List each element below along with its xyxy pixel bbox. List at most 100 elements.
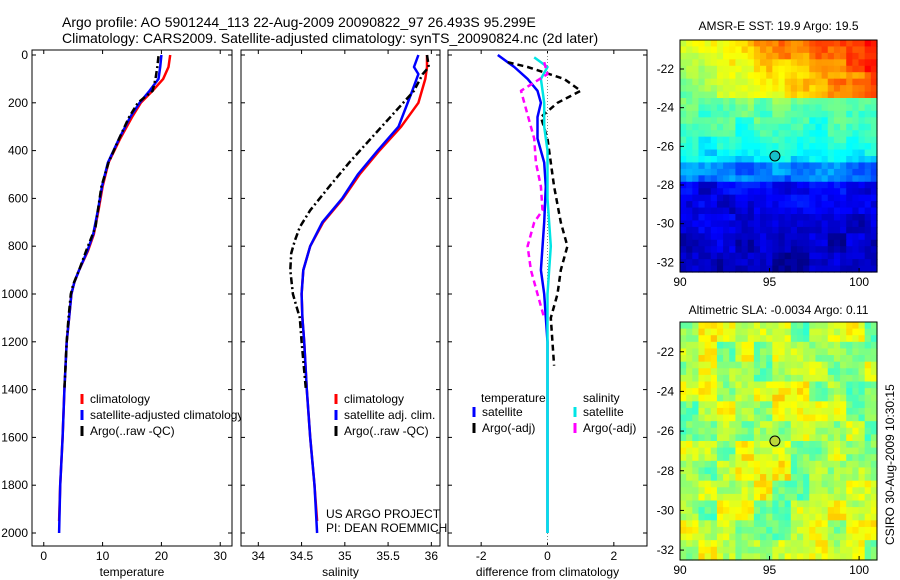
sla_map-cell xyxy=(864,447,872,455)
sst_map-cell xyxy=(846,143,853,151)
sst_map-cell xyxy=(821,91,829,99)
sla_map-cell xyxy=(852,394,860,402)
sla_map-cell xyxy=(686,520,693,528)
sst_map-cell xyxy=(864,40,872,48)
sla_map-cell xyxy=(698,454,706,462)
sst_map-cell xyxy=(852,85,860,93)
sla_map-cell xyxy=(760,328,767,336)
sla_map-cell xyxy=(784,361,792,369)
sst_map-cell xyxy=(821,40,829,48)
sst_map-cell xyxy=(686,59,693,67)
sla_map-cell xyxy=(852,348,860,356)
sla_map-cell xyxy=(846,374,853,383)
sla_map-cell xyxy=(852,322,860,330)
sla_map-cell xyxy=(680,394,687,402)
sst_map-cell xyxy=(784,52,792,60)
sla_map-cell xyxy=(723,322,730,330)
sst_map-cell xyxy=(710,98,718,106)
sst_map-cell xyxy=(692,156,700,164)
sla_map-cell xyxy=(870,467,878,475)
sst_map-cell xyxy=(846,59,853,67)
sla_map-cell xyxy=(796,348,804,356)
sla_map-cell xyxy=(729,500,737,508)
sst_map-cell xyxy=(833,233,841,241)
sst_map-cell xyxy=(803,156,810,164)
sla_map-cell xyxy=(729,480,737,488)
sla_map-cell xyxy=(753,394,761,402)
sla_map-cell xyxy=(790,513,798,521)
sla_map-cell xyxy=(858,322,866,330)
sst_map-cell xyxy=(833,65,841,73)
sst_map-cell xyxy=(796,201,804,209)
sst_map-cell xyxy=(784,175,792,183)
sst_map-cell xyxy=(870,110,878,118)
sst_map-cell xyxy=(747,104,755,112)
sst_map-cell xyxy=(833,252,841,260)
sla_map-cell xyxy=(796,335,804,343)
sla_map-cell xyxy=(833,546,841,554)
sla_map-cell xyxy=(846,388,853,396)
sla_map-cell xyxy=(760,434,767,442)
difference-series-salinity-satellite xyxy=(533,56,553,533)
sst_map-cell xyxy=(858,143,866,151)
sst_map-cell xyxy=(692,52,700,60)
sla_map-cell xyxy=(716,454,724,462)
sst_map-cell xyxy=(833,220,841,228)
sla_map-cell xyxy=(821,487,829,495)
sst_map-cell xyxy=(747,72,755,80)
sla_map-cell xyxy=(790,526,798,535)
sla_map-cell xyxy=(704,414,712,422)
sst_map-cell xyxy=(815,162,823,170)
sst_map-cell xyxy=(747,78,755,86)
sst_map-cell xyxy=(704,52,712,60)
salinity-legend-label-2: Argo(..raw -QC) xyxy=(344,424,429,438)
sla_map-cell xyxy=(747,540,755,548)
sla_map-cell xyxy=(704,520,712,528)
sla_map-cell xyxy=(710,394,718,402)
sst_map-cell xyxy=(846,220,853,228)
sla_map-cell xyxy=(840,480,847,488)
sla_map-cell xyxy=(815,368,823,376)
sst_map-cell xyxy=(784,201,792,209)
sla_map-cell xyxy=(723,454,730,462)
sla_map-cell xyxy=(741,427,749,435)
sla_map-cell xyxy=(870,368,878,376)
sla_map-cell xyxy=(840,401,847,409)
sla_map-cell xyxy=(803,507,810,515)
sst_map-cell xyxy=(796,91,804,99)
sst_map-cell xyxy=(753,239,761,247)
sst_map-cell xyxy=(772,181,780,189)
sst_map-cell xyxy=(704,181,712,189)
sla_map-cell xyxy=(735,335,743,343)
sla_map-cell xyxy=(778,348,786,356)
sst_map-cell xyxy=(686,265,693,273)
sla_map-cell xyxy=(766,335,773,343)
sla_map-cell xyxy=(796,460,804,469)
sst_map-cell xyxy=(753,136,761,144)
temperature-xtick-label: 20 xyxy=(155,549,169,563)
sla_map-cell xyxy=(753,322,761,330)
sst_map-cell xyxy=(840,207,847,215)
sla_map-cell xyxy=(840,407,847,416)
sst_map-cell xyxy=(698,98,706,106)
sla_map-cell xyxy=(704,441,712,449)
sst_map-cell xyxy=(735,85,743,93)
sla_map-cell xyxy=(747,447,755,455)
sst_map-cell xyxy=(741,123,749,131)
sla_map-cell xyxy=(815,322,823,330)
sst_map-cell xyxy=(716,46,724,54)
sst_map-cell xyxy=(846,91,853,99)
sst_map-cell xyxy=(858,156,866,164)
sla_map-cell xyxy=(772,513,780,521)
sla_map-cell xyxy=(833,480,841,488)
sla_map-cell xyxy=(815,348,823,356)
sst_map-ytick-label: -26 xyxy=(657,139,675,153)
sst_map-cell xyxy=(747,162,755,170)
sla_map-cell xyxy=(716,335,724,343)
sla_map-cell xyxy=(766,520,773,528)
sst_map-cell xyxy=(760,259,767,267)
sla_map-cell xyxy=(846,381,853,389)
sla_map-cell xyxy=(704,407,712,416)
sst_map-cell xyxy=(729,40,737,48)
sst_map-cell xyxy=(815,52,823,60)
